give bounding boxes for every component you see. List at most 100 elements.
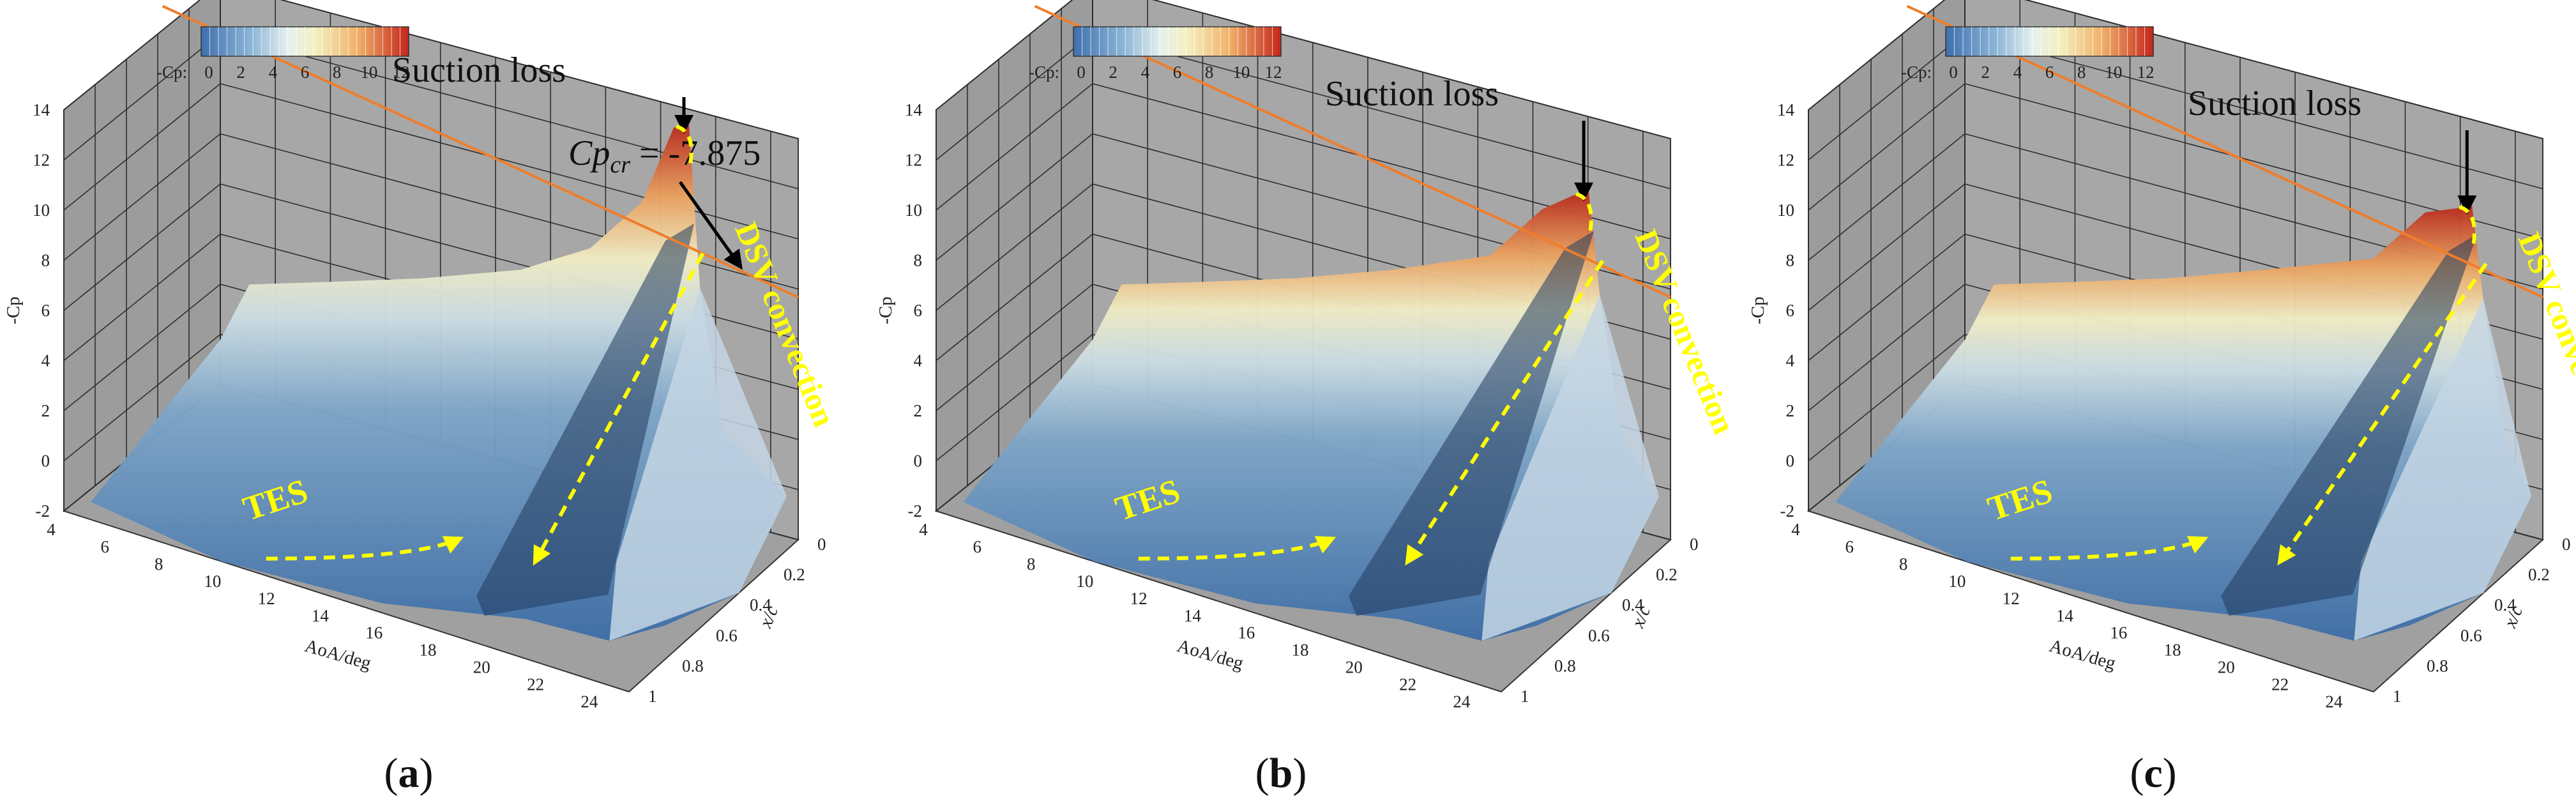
- x-tick-label: 16: [2110, 623, 2127, 643]
- z-tick-label: -2: [36, 501, 50, 521]
- colorbar-segments: [1082, 27, 1273, 56]
- z-tick-label: 8: [914, 251, 923, 270]
- x-tick-label: 22: [527, 675, 544, 694]
- colorbar-label: -Cp:: [1029, 63, 1059, 82]
- panel-label: (a): [384, 750, 434, 797]
- x-tick-label: 22: [1399, 675, 1416, 694]
- x-tick-label: 12: [258, 589, 275, 608]
- vortex-ridge: [2221, 234, 2478, 616]
- surface-trailing-region: [1481, 295, 1659, 641]
- x-tick-label: 6: [1845, 537, 1854, 556]
- z-tick-label: 6: [914, 301, 923, 320]
- colorbar-tick-label: 2: [1109, 63, 1118, 82]
- y-tick-label: 0.2: [2528, 565, 2550, 584]
- x-tick-label: 4: [1791, 520, 1800, 539]
- y-tick-label: 0.2: [784, 565, 805, 584]
- colorbar-label: -Cp:: [1901, 63, 1932, 82]
- z-tick-label: 8: [42, 251, 50, 270]
- critical-cp-label: Cpcr = -7.875: [568, 133, 761, 178]
- x-tick-label: 18: [420, 641, 437, 660]
- y-tick-label: 0: [1690, 535, 1699, 554]
- colorbar-tick-label: 2: [236, 63, 245, 82]
- y-tick-label: 1: [648, 687, 657, 706]
- dsv-arrow: [1405, 259, 1605, 566]
- y-tick-label: 0.2: [1656, 565, 1678, 584]
- x-tick-label: 10: [1948, 572, 1966, 591]
- colorbar-segments: [1954, 27, 2145, 56]
- y-tick-label: 1: [1520, 687, 1529, 706]
- x-tick-label: 22: [2271, 675, 2289, 694]
- x-tick-label: 10: [204, 572, 221, 591]
- z-tick-label: 0: [914, 452, 923, 471]
- surface-trailing-region: [2354, 298, 2531, 641]
- x-tick-label: 14: [2056, 606, 2074, 625]
- y-tick-label: 0.4: [1622, 595, 1644, 614]
- z-tick-label: 10: [1777, 201, 1794, 220]
- colorbar-tick-label: 8: [1205, 63, 1214, 82]
- colorbar-tick-label: 12: [2137, 63, 2155, 82]
- colorbar-tick-label: 0: [1949, 63, 1958, 82]
- x-tick-label: 6: [101, 537, 110, 556]
- suction-loss-label: Suction loss: [1325, 74, 1499, 114]
- colorbar-tick-label: 8: [2077, 63, 2086, 82]
- colorbar-tick-label: 6: [1173, 63, 1182, 82]
- x-tick-label: 6: [973, 537, 982, 556]
- z-tick-label: 0: [1786, 452, 1795, 471]
- x-tick-label: 8: [1027, 554, 1036, 574]
- colorbar-tick-label: 0: [204, 63, 213, 82]
- colorbar-tick-label: 6: [301, 63, 310, 82]
- y-tick-label: 0: [817, 535, 826, 554]
- colorbar-tick-label: 10: [2105, 63, 2122, 82]
- x-tick-label: 14: [312, 606, 330, 625]
- colorbar-tick-label: 4: [269, 63, 278, 82]
- x-tick-label: 20: [1345, 658, 1363, 677]
- dsv-arrow: [533, 252, 705, 566]
- colorbar-tick-label: 12: [393, 63, 410, 82]
- x-tick-label: 24: [2325, 692, 2343, 712]
- z-tick-label: -2: [1780, 501, 1795, 521]
- colorbar-tick-label: 8: [333, 63, 342, 82]
- colorbar-tick-label: 10: [360, 63, 377, 82]
- suction-loss-dashed-edge: [2459, 205, 2477, 246]
- z-tick-label: 10: [905, 201, 922, 220]
- colorbar-tick-label: 2: [1981, 63, 1990, 82]
- colorbar-tick-label: 4: [2013, 63, 2022, 82]
- z-tick-label: 4: [914, 351, 923, 370]
- z-tick-label: 4: [1786, 351, 1795, 370]
- colorbar-segments: [209, 27, 400, 56]
- x-tick-label: 24: [1453, 692, 1471, 712]
- z-tick-label: 6: [1786, 301, 1795, 320]
- y-tick-label: 0.6: [1588, 626, 1610, 645]
- tes-arrow: [1138, 536, 1337, 561]
- critical-cp-arrow: [678, 181, 743, 270]
- x-tick-label: 16: [365, 623, 383, 643]
- z-tick-label: 6: [42, 301, 50, 320]
- z-tick-label: 14: [33, 100, 50, 119]
- panel-label: (c): [2130, 750, 2176, 797]
- vortex-ridge: [476, 223, 695, 616]
- x-axis-label: AoA/deg: [1175, 636, 1246, 674]
- x-tick-label: 4: [919, 520, 928, 539]
- x-tick-label: 8: [155, 554, 163, 574]
- suction-loss-label: Suction loss: [2188, 84, 2361, 123]
- z-tick-label: 2: [42, 401, 50, 420]
- y-tick-label: 0.6: [2460, 626, 2482, 645]
- vortex-ridge: [1349, 231, 1595, 616]
- x-tick-label: 12: [1130, 589, 1148, 608]
- x-tick-label: 18: [1292, 641, 1309, 660]
- tes-arrow: [266, 536, 464, 561]
- y-tick-label: 1: [2393, 687, 2402, 706]
- y-tick-label: 0: [2562, 535, 2571, 554]
- suction-loss-dashed-edge: [1575, 192, 1593, 233]
- colorbar-tick-label: 6: [2045, 63, 2054, 82]
- y-tick-label: 0.8: [1554, 656, 1576, 675]
- panel-label: (b): [1255, 750, 1307, 797]
- x-tick-label: 4: [47, 520, 56, 539]
- z-tick-label: 2: [914, 401, 923, 420]
- chart-panel-b: -202468101214468101214161820222400.20.40…: [875, 0, 1743, 797]
- chart-panel-a: -202468101214468101214161820222400.20.40…: [3, 0, 843, 797]
- x-tick-label: 10: [1076, 572, 1093, 591]
- z-axis-label: -Cp: [875, 296, 896, 324]
- z-tick-label: 10: [33, 201, 50, 220]
